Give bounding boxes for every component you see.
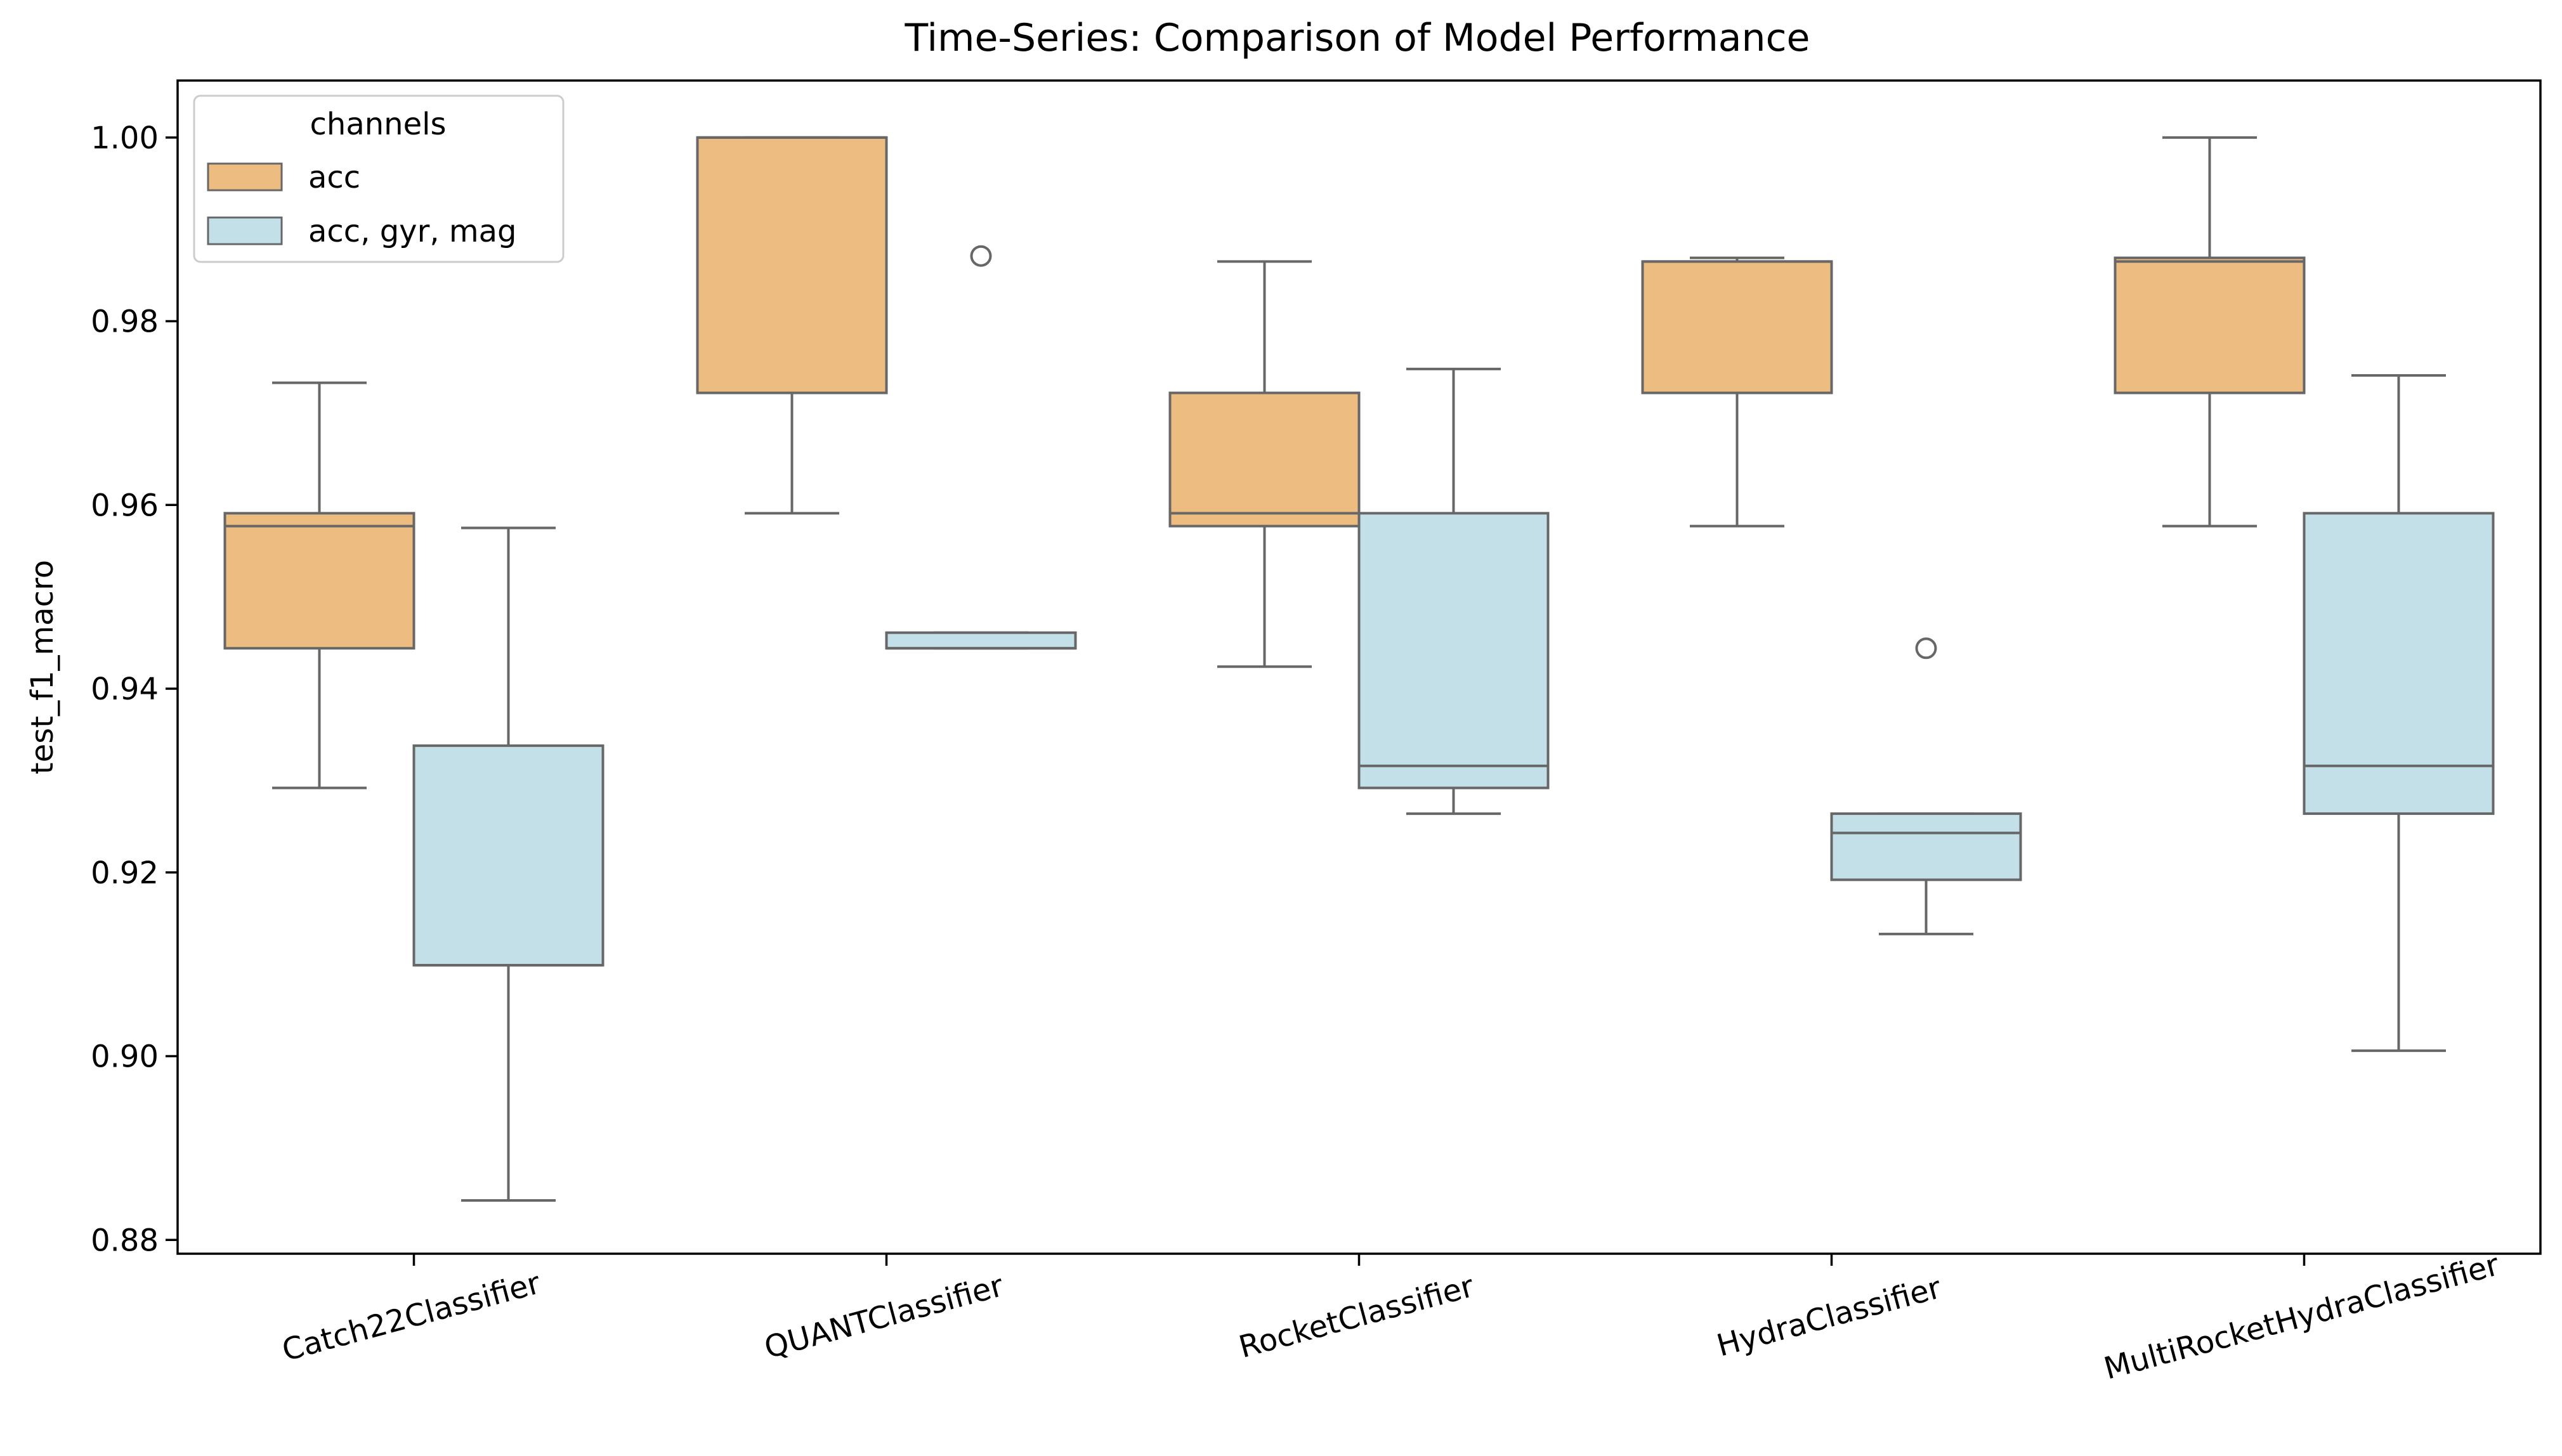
legend-swatch-acc xyxy=(207,162,283,192)
box-group xyxy=(2303,374,2495,1052)
y-tick-label: 0.96 xyxy=(91,488,159,523)
box-group xyxy=(696,136,888,515)
box xyxy=(412,744,605,967)
series-acc xyxy=(223,136,2306,790)
y-tick-label: 0.94 xyxy=(91,672,159,707)
plot-area xyxy=(223,136,2495,1202)
box xyxy=(223,512,415,650)
y-tick-label: 1.00 xyxy=(91,120,159,156)
plot-frame xyxy=(176,79,2542,1255)
box-group xyxy=(1830,637,2022,935)
box xyxy=(696,136,888,394)
box-group xyxy=(2114,136,2306,528)
legend-title: channels xyxy=(310,107,447,142)
box-group xyxy=(412,526,605,1202)
y-tick-label: 0.88 xyxy=(91,1223,159,1258)
box-group xyxy=(1357,367,1550,816)
box-group xyxy=(1641,256,1833,528)
chart-title: Time-Series: Comparison of Model Perform… xyxy=(905,16,1810,60)
y-tick-label: 0.92 xyxy=(91,855,159,891)
box xyxy=(1641,260,1833,394)
y-tick-label: 0.90 xyxy=(91,1039,159,1075)
y-axis-label: test_f1_macro xyxy=(25,560,60,774)
legend-swatch-acc-gyr-mag xyxy=(207,216,283,245)
box-group xyxy=(885,245,1077,650)
box xyxy=(2114,256,2306,394)
outlier-point xyxy=(970,245,992,267)
box xyxy=(2303,512,2495,816)
y-tick-label: 0.98 xyxy=(91,304,159,340)
legend-label-acc: acc xyxy=(308,160,360,195)
box xyxy=(1357,512,1550,790)
box-group xyxy=(223,381,415,790)
box xyxy=(1168,391,1361,528)
legend-label-acc-gyr-mag: acc, gyr, mag xyxy=(308,214,516,249)
legend-frame xyxy=(193,94,565,263)
outlier-point xyxy=(1915,637,1937,660)
series-acc-gyr-mag xyxy=(412,245,2495,1202)
box-group xyxy=(1168,260,1361,668)
legend: channels acc acc, gyr, mag xyxy=(193,94,565,263)
box xyxy=(885,631,1077,650)
box xyxy=(1830,812,2022,881)
